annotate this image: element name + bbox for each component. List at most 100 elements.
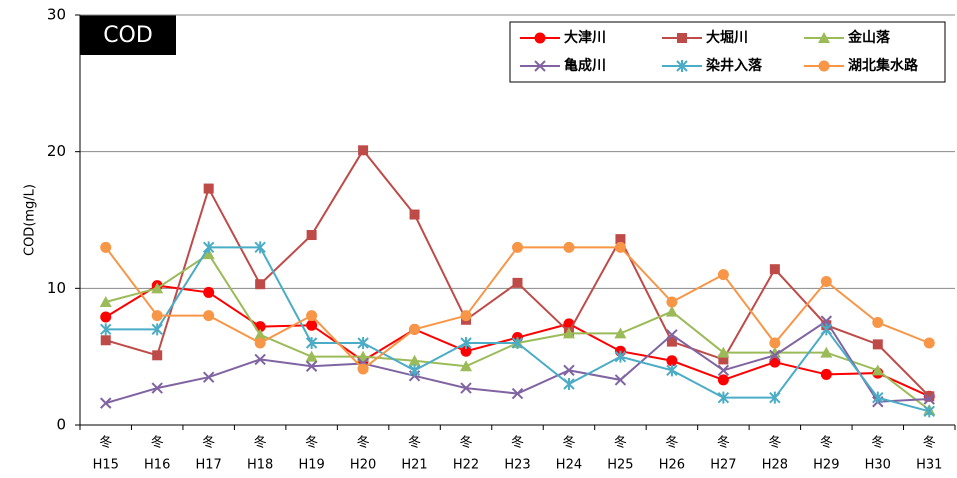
marker <box>357 350 370 362</box>
marker <box>534 60 546 72</box>
marker <box>202 371 215 383</box>
legend-box <box>509 21 946 83</box>
x-tick-label: H28 <box>762 458 788 473</box>
marker <box>820 346 833 358</box>
marker <box>151 282 164 294</box>
marker <box>460 310 472 322</box>
x-tick-label: 冬 <box>511 435 524 451</box>
marker <box>100 397 112 409</box>
x-tick-label: H19 <box>298 458 324 473</box>
x-tick-label: 冬 <box>460 435 473 451</box>
y-tick-label: 10 <box>47 279 66 297</box>
marker <box>255 279 266 290</box>
marker <box>357 337 369 349</box>
marker <box>254 337 266 349</box>
legend-label: 湖北集水路 <box>848 57 919 74</box>
annotation: COD <box>103 23 153 48</box>
x-tick-label: H20 <box>350 458 376 473</box>
x-tick-label: H31 <box>916 458 942 473</box>
marker <box>100 323 112 336</box>
marker <box>614 350 627 363</box>
marker <box>924 391 935 402</box>
marker <box>769 349 781 362</box>
marker <box>151 310 163 322</box>
x-tick-label: 冬 <box>665 435 678 451</box>
marker <box>151 323 163 336</box>
marker <box>614 374 627 386</box>
x-tick-label: H15 <box>93 458 119 473</box>
marker <box>769 391 781 404</box>
marker <box>152 350 163 361</box>
x-tick-label: H17 <box>196 458 222 473</box>
marker <box>717 374 729 386</box>
marker <box>717 269 729 281</box>
marker <box>676 60 688 72</box>
marker <box>202 248 215 260</box>
marker <box>305 360 318 372</box>
marker <box>306 310 318 322</box>
marker <box>203 310 215 322</box>
marker <box>923 337 935 349</box>
legend-label: 亀成川 <box>564 57 606 74</box>
marker <box>923 393 935 405</box>
marker <box>254 328 267 340</box>
x-tick-label: H22 <box>453 458 479 473</box>
x-tick-label: 冬 <box>614 435 627 451</box>
x-tick-label: H16 <box>144 458 170 473</box>
x-tick-label: 冬 <box>820 435 833 451</box>
marker <box>872 317 884 328</box>
marker <box>562 327 575 339</box>
x-tick-label: H29 <box>813 458 839 473</box>
marker <box>769 337 781 349</box>
marker <box>666 329 678 341</box>
marker <box>100 335 111 346</box>
marker <box>460 382 472 394</box>
marker <box>717 364 730 377</box>
marker <box>203 183 214 194</box>
marker <box>717 346 730 358</box>
marker <box>717 391 730 404</box>
marker <box>305 350 318 362</box>
marker <box>666 355 678 367</box>
marker <box>666 336 677 347</box>
marker <box>923 405 935 418</box>
marker <box>460 337 472 349</box>
x-tick-label: 冬 <box>923 435 936 451</box>
marker <box>872 391 884 404</box>
marker <box>306 319 318 331</box>
x-tick-label: 冬 <box>871 435 884 451</box>
x-tick-label: 冬 <box>305 435 318 451</box>
legend-label: 大堀川 <box>706 29 748 46</box>
y-tick-label: 30 <box>47 6 66 24</box>
x-tick-label: 冬 <box>254 435 267 451</box>
marker <box>100 241 112 253</box>
marker <box>818 60 830 72</box>
marker <box>872 339 883 350</box>
legend-label: 染井入落 <box>706 57 763 74</box>
marker <box>460 360 473 372</box>
x-tick-label: 冬 <box>768 435 781 451</box>
marker <box>820 315 833 327</box>
y-tick-label: 20 <box>47 142 66 160</box>
x-tick-label: H30 <box>865 458 891 473</box>
marker <box>203 286 215 298</box>
series-line <box>105 246 930 413</box>
x-tick-label: H26 <box>659 458 685 473</box>
x-tick-label: 冬 <box>151 435 164 451</box>
marker <box>409 209 420 220</box>
marker <box>409 323 421 335</box>
x-tick-label: H25 <box>607 458 633 473</box>
annotation-box <box>80 15 176 55</box>
marker <box>718 354 729 365</box>
x-tick-label: H23 <box>504 458 530 473</box>
marker <box>563 378 575 390</box>
x-tick-label: 冬 <box>357 435 370 451</box>
marker <box>408 364 421 377</box>
marker <box>305 337 318 349</box>
x-tick-label: 冬 <box>99 435 112 451</box>
marker <box>769 264 780 275</box>
x-tick-label: 冬 <box>717 435 730 451</box>
marker <box>512 241 523 253</box>
marker <box>511 387 524 400</box>
marker <box>614 327 627 339</box>
